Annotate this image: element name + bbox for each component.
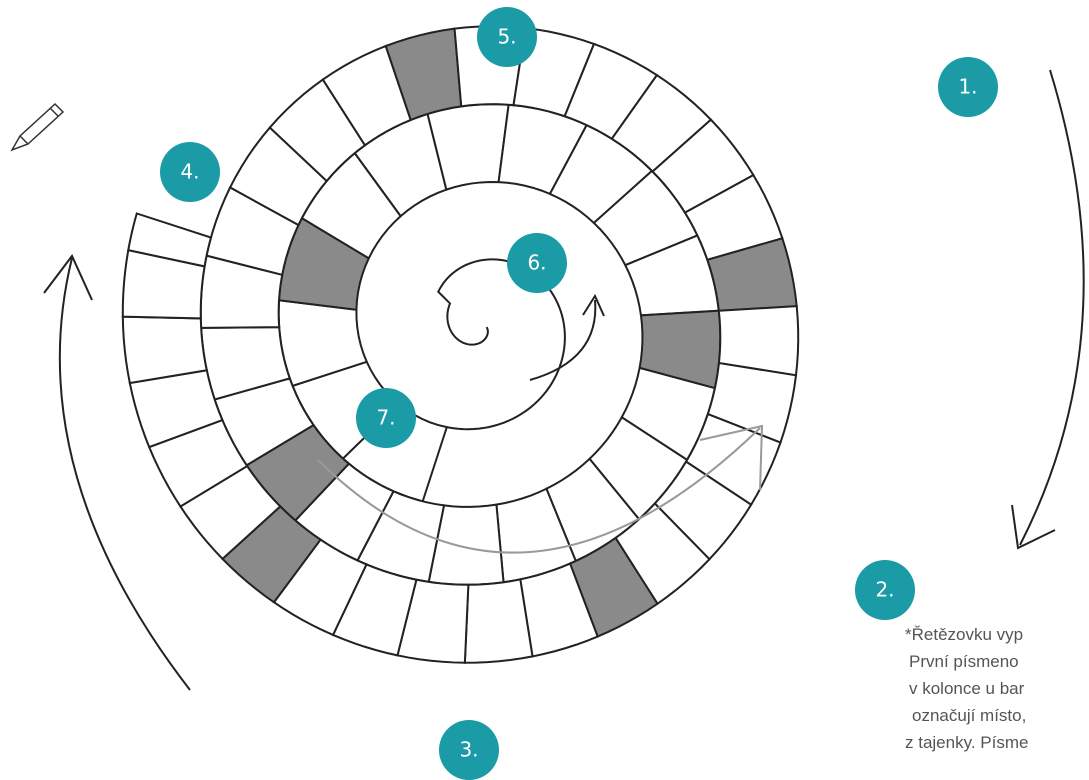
label-number: 1. (958, 75, 977, 99)
note-line: z tajenky. Písme (905, 733, 1028, 752)
label-number: 2. (875, 578, 894, 602)
label-number: 6. (527, 251, 546, 275)
spiral-grid (123, 26, 798, 662)
note-line: *Řetězovku vyp (905, 625, 1023, 644)
label-number: 5. (497, 25, 516, 49)
pencil-icon (12, 104, 63, 150)
label-number: 4. (180, 160, 199, 184)
note: *Řetězovku vyp První písmeno v kolonce u… (905, 625, 1028, 752)
cell (123, 317, 207, 383)
label-number: 3. (459, 738, 478, 762)
note-line: v kolonce u bar (909, 679, 1025, 698)
arrow-head (1012, 505, 1055, 548)
puzzle-page: 1. 2. 3. 4. 5. 6. 7. *Řetězovku vyp První písm… (0, 0, 1089, 780)
note-line: označují místo, (912, 706, 1026, 725)
label-number: 7. (376, 406, 395, 430)
cell (465, 579, 533, 662)
arrow-head (583, 296, 604, 316)
note-line: První písmeno (909, 652, 1019, 671)
arrow (1020, 70, 1084, 545)
